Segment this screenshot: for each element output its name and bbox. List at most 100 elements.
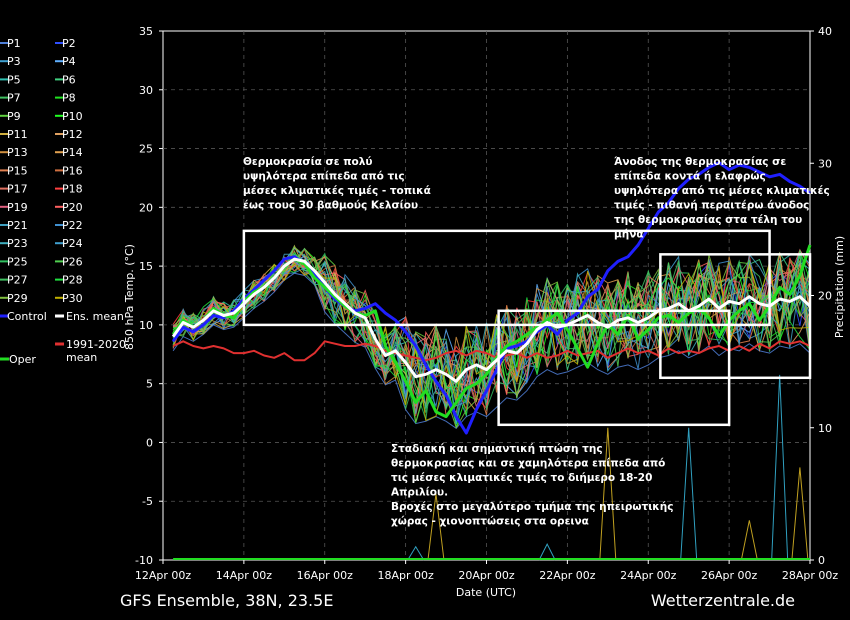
legend-label: P22 — [62, 219, 83, 232]
chart-title: Athens (GR) 850 hPa Temp. & Precipitatio… — [145, 3, 723, 23]
x-tick-label: 14Apr 00z — [216, 569, 273, 582]
legend-label: P14 — [62, 146, 83, 159]
y-tick-label-right: 40 — [818, 25, 832, 38]
x-tick-label: 28Apr 00z — [782, 569, 839, 582]
annotation-box — [659, 253, 812, 380]
annotation-box — [497, 309, 731, 427]
precip-member-line — [407, 545, 425, 561]
legend-label: Control — [7, 310, 47, 323]
precip-member-line — [771, 374, 789, 561]
x-tick-label: 22Apr 00z — [539, 569, 596, 582]
y-tick-label-left: 30 — [139, 84, 153, 97]
legend-label: P10 — [62, 110, 83, 123]
annotation-boxes — [242, 229, 812, 427]
annotation-text-line: υψηλότερα από τις μέσες κλιματικές — [614, 185, 830, 197]
y-axis-label-right: Precipitation (mm) — [833, 236, 846, 338]
legend-label: Ens. mean — [66, 310, 124, 323]
legend-label: P29 — [7, 292, 28, 305]
x-tick-label: 12Apr 00z — [135, 569, 192, 582]
legend-label: P4 — [62, 55, 76, 68]
annotation-text-line: θερμοκρασίας και σε χαμηλότερα επίπεδα α… — [391, 458, 665, 470]
annotation-text-line: Θερμοκρασία σε πολύ — [243, 156, 373, 168]
precipitation-series-group — [173, 374, 810, 561]
y-tick-label-right: 10 — [818, 422, 832, 435]
legend-label: P6 — [62, 73, 76, 86]
y-tick-label-right: 20 — [818, 290, 832, 303]
x-tick-label: 18Apr 00z — [377, 569, 434, 582]
legend-label: P8 — [62, 92, 76, 105]
precip-member-line — [740, 520, 758, 561]
annotation-text-line: της θερμοκρασίας στα τέλη του — [614, 214, 802, 226]
precip-member-line — [538, 543, 556, 561]
legend-label: P7 — [7, 92, 21, 105]
legend-label: P17 — [7, 183, 28, 196]
legend-label: P15 — [7, 164, 28, 177]
footer-website: Wetterzentrale.de — [651, 591, 795, 610]
footer-source: GFS Ensemble, 38N, 23.5E — [120, 591, 333, 610]
legend-label: P2 — [62, 37, 76, 50]
precip-member-line — [599, 427, 617, 561]
annotation-text-line: Απριλίου. — [391, 487, 448, 499]
ens-mean-line — [171, 257, 812, 383]
control-line — [171, 161, 811, 435]
member-series-group — [172, 244, 811, 429]
x-tick-label: 26Apr 00z — [701, 569, 758, 582]
legend-label: P13 — [7, 146, 28, 159]
annotation-text-line: μήνα — [614, 229, 644, 241]
legend-label: P18 — [62, 183, 83, 196]
annotation-box — [242, 229, 771, 327]
y-tick-label-left: 0 — [146, 436, 153, 449]
y-tick-label-left: 25 — [139, 143, 153, 156]
legend-label: P19 — [7, 201, 28, 214]
annotation-text-line: Βροχές στο μεγαλύτερο τμήμα της ηπειρωτι… — [391, 501, 673, 513]
legend: P1 P2 P3 P4 P5 P6 P7 P8 P9 P10 P11 P12 P13 P14 P15 P16 P… — [0, 37, 126, 366]
x-tick-label: 24Apr 00z — [620, 569, 677, 582]
axes-group: 35 30 25 20 15 10 5 0 -5 -10 40 30 20 10 0 12Apr 00z 14A… — [135, 25, 839, 582]
legend-label: P30 — [62, 292, 83, 305]
y-tick-label-left: 35 — [139, 25, 153, 38]
x-axis-label: Date (UTC) — [456, 586, 516, 599]
annotation-text-line: μέσες κλιματικές τιμές - τοπικά — [243, 185, 431, 197]
legend-label: P28 — [62, 274, 83, 287]
legend-label: P11 — [7, 128, 28, 141]
y-tick-label-right: 30 — [818, 157, 832, 170]
annotation-text-line: χώρας - χιονοπτώσεις στα ορεινα — [391, 516, 589, 528]
annotation-text-line: τιμές - πιθανή περαιτέρω άνοδος — [614, 200, 809, 212]
x-tick-label: 20Apr 00z — [458, 569, 515, 582]
legend-label: P26 — [62, 255, 83, 268]
annotations-group: Θερμοκρασία σε πολύ υψηλότερα επίπεδα από… — [243, 156, 830, 528]
annotation-text-line: έως τους 30 βαθμούς Κελσίου — [243, 200, 418, 212]
y-tick-label-left: 5 — [146, 378, 153, 391]
legend-label: Oper — [9, 353, 36, 366]
precip-member-line — [791, 467, 809, 561]
annotation-text-line: Άνοδος της θερμοκρασίας σε — [614, 156, 786, 168]
precip-member-line — [427, 493, 445, 561]
legend-label: mean — [66, 351, 97, 364]
annotation-text-line: επίπεδα κοντά ή ελαφρώς — [614, 171, 766, 183]
precip-member-line — [680, 427, 698, 561]
legend-label: P9 — [7, 110, 21, 123]
legend-label: P3 — [7, 55, 21, 68]
legend-label: P27 — [7, 274, 28, 287]
annotation-text-line: υψηλότερα επίπεδα από τις — [243, 171, 405, 183]
main-series-group — [171, 161, 812, 435]
legend-label: P23 — [7, 237, 28, 250]
legend-label: P1 — [7, 37, 21, 50]
annotation-text-line: Σταδιακή και σημαντική πτώση της — [391, 443, 603, 455]
legend-label: P24 — [62, 237, 83, 250]
y-tick-label-left: 15 — [139, 260, 153, 273]
legend-label: P12 — [62, 128, 83, 141]
legend-label: P21 — [7, 219, 28, 232]
legend-label: P16 — [62, 164, 83, 177]
x-tick-label: 16Apr 00z — [297, 569, 354, 582]
y-tick-label-left: -5 — [142, 495, 153, 508]
climate-mean-line — [172, 340, 811, 362]
y-tick-label-left: -10 — [135, 554, 153, 567]
y-tick-label-left: 20 — [139, 201, 153, 214]
legend-label: 1991-2020 — [66, 338, 126, 351]
member-series-line — [172, 272, 811, 429]
legend-label: P5 — [7, 73, 21, 86]
y-axis-label-left: 850 hPa Temp. (°C) — [123, 244, 136, 350]
legend-label: P20 — [62, 201, 83, 214]
